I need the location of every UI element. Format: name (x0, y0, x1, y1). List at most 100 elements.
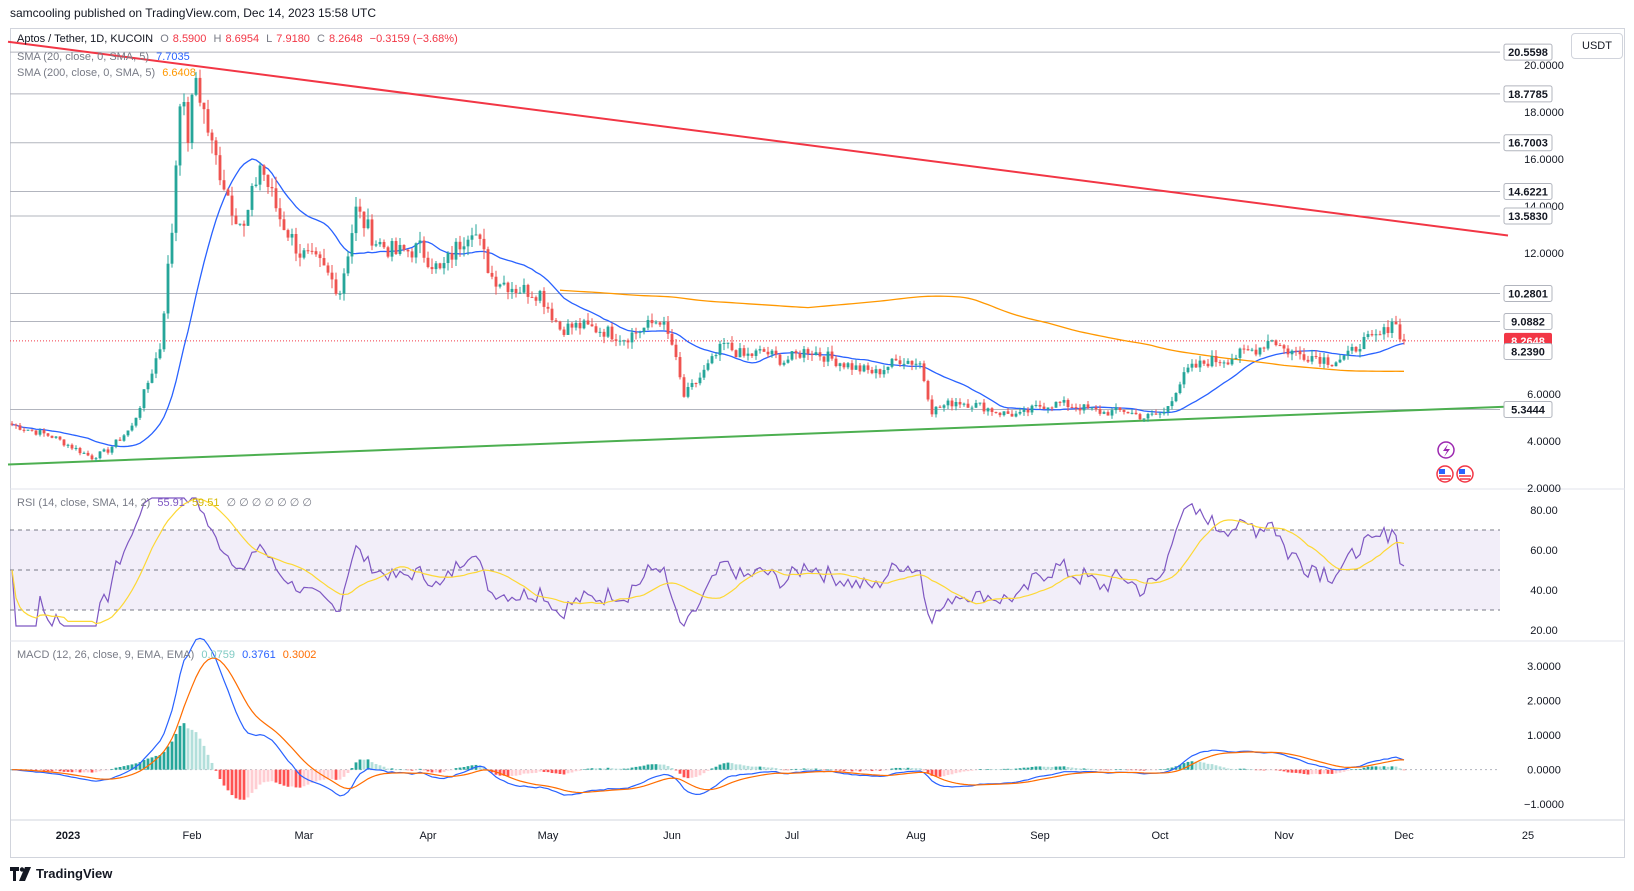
macd-histogram-bar (594, 768, 598, 770)
candle-body (490, 272, 494, 277)
macd-histogram-bar (738, 764, 742, 770)
macd-histogram-bar (1210, 764, 1214, 770)
macd-histogram-bar (94, 769, 98, 773)
candle-body (346, 256, 350, 274)
macd-histogram-bar (874, 769, 878, 771)
candle-body (1042, 406, 1046, 410)
candle-body (54, 436, 58, 438)
tradingview-footer[interactable]: TradingView (10, 866, 112, 881)
price-level-label: 18.7785 (1508, 89, 1548, 101)
macd-histogram-bar (558, 769, 562, 774)
macd-histogram-bar (922, 769, 926, 771)
macd-histogram-bar (958, 769, 962, 773)
candle-body (838, 363, 842, 367)
macd-histogram-bar (378, 765, 382, 770)
macd-histogram-bar (430, 769, 434, 773)
candle-body (746, 353, 750, 356)
macd-histogram-bar (246, 769, 250, 798)
macd-histogram-bar (278, 769, 282, 785)
price-level-label: 14.6221 (1508, 187, 1548, 199)
macd-histogram-bar (750, 766, 754, 770)
candle-body (314, 251, 318, 255)
macd-histogram-bar (970, 769, 974, 771)
candle-body (66, 444, 70, 446)
candle-body (1086, 404, 1090, 409)
candle-body (470, 235, 474, 240)
rsi-line (11, 497, 1405, 628)
macd-histogram-bar (734, 764, 738, 770)
macd-tick-label: −1.0000 (1524, 799, 1564, 811)
tradingview-logo-icon (10, 866, 31, 881)
macd-histogram-bar (226, 769, 230, 791)
candle-body (834, 358, 838, 367)
macd-histogram-bar (186, 728, 190, 770)
macd-histogram-bar (1278, 769, 1282, 771)
candle-body (498, 284, 502, 287)
candle-body (510, 288, 514, 293)
candle-body (582, 320, 586, 329)
candle-body (94, 458, 98, 460)
candle-body (146, 382, 150, 390)
macd-histogram-bar (1066, 767, 1070, 770)
candle-body (1170, 401, 1174, 407)
candle-body (698, 377, 702, 384)
candle-body (1278, 345, 1282, 347)
macd-histogram-bar (842, 769, 846, 772)
candle-body (358, 206, 362, 212)
candle-body (1206, 363, 1210, 367)
macd-histogram-bar (110, 768, 114, 770)
macd-histogram-bar (938, 769, 942, 777)
macd-histogram-bar (910, 768, 914, 770)
macd-histogram-bar (902, 767, 906, 770)
candle-body (830, 351, 834, 359)
macd-histogram-bar (218, 769, 222, 780)
candle-body (862, 365, 866, 372)
price-tick-label: 2.0000 (1527, 483, 1561, 495)
macd-histogram-bar (850, 769, 854, 772)
price-level-tag (1503, 285, 1553, 303)
macd-histogram-bar (1242, 768, 1246, 770)
candle-body (598, 331, 602, 333)
candle-body (1302, 354, 1306, 360)
candle-body (90, 455, 94, 460)
macd-histogram-bar (1154, 769, 1158, 771)
macd-histogram-bar (482, 766, 486, 770)
candle-body (246, 209, 250, 226)
candle-body (130, 425, 134, 431)
candle-body (730, 342, 734, 351)
macd-histogram-bar (1010, 768, 1014, 770)
macd-histogram-bar (510, 769, 514, 776)
macd-tick-label: 1.0000 (1527, 730, 1561, 742)
macd-histogram-bar (618, 768, 622, 770)
candle-body (262, 165, 266, 175)
macd-histogram-bar (446, 769, 450, 771)
candle-body (1286, 348, 1290, 355)
macd-histogram-bar (786, 769, 790, 771)
trendline-support (7, 405, 1509, 466)
candle-body (250, 185, 254, 210)
candle-body (230, 195, 234, 216)
candle-body (406, 249, 410, 252)
candle-body (410, 251, 414, 258)
macd-histogram-bar (350, 768, 354, 770)
candle-body (1038, 404, 1042, 407)
candle-body (118, 439, 122, 441)
candle-body (898, 360, 902, 364)
candle-body (1402, 339, 1406, 341)
candle-body (1022, 409, 1026, 412)
candle-body (742, 348, 746, 356)
candle-body (370, 219, 374, 246)
candle-body (1242, 348, 1246, 350)
candle-body (1318, 356, 1322, 364)
macd-histogram-bar (966, 769, 970, 772)
macd-histogram-bar (602, 768, 606, 770)
candle-body (202, 102, 206, 110)
candle-body (154, 358, 158, 374)
candle-body (46, 433, 50, 436)
macd-histogram-bar (578, 769, 582, 771)
macd-histogram-bar (1358, 768, 1362, 770)
candle-body (758, 349, 762, 351)
currency-button[interactable]: USDT (1571, 33, 1623, 59)
candle-body (1294, 350, 1298, 352)
